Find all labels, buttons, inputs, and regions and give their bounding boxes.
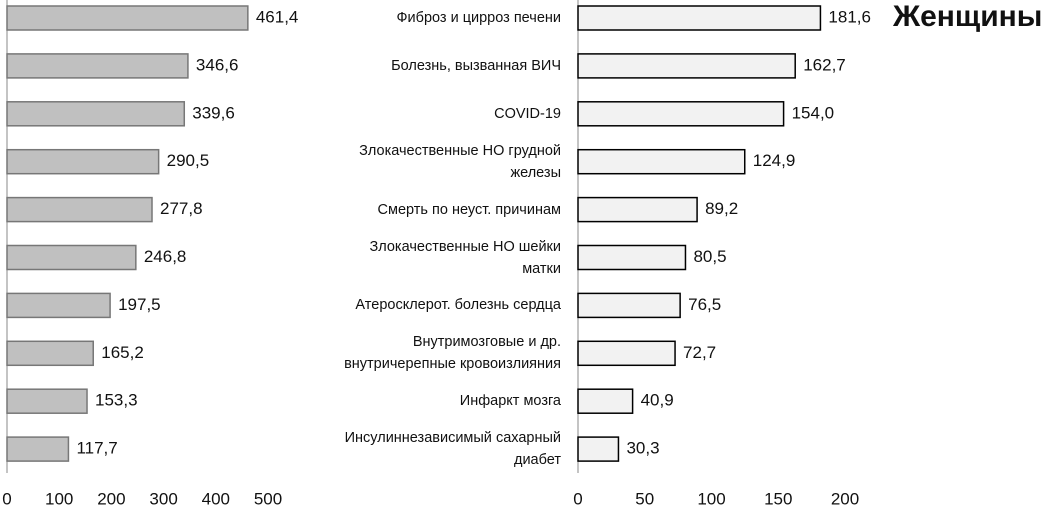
category-label: Инфаркт мозга bbox=[459, 393, 561, 410]
value-label: 117,7 bbox=[76, 439, 117, 458]
value-label: 461,4 bbox=[256, 7, 299, 26]
bar bbox=[6, 5, 249, 31]
bar bbox=[577, 196, 698, 223]
bar bbox=[577, 5, 822, 31]
value-label: 89,2 bbox=[705, 199, 738, 218]
x-tick-label: 100 bbox=[697, 489, 725, 508]
bar bbox=[6, 196, 153, 223]
bar bbox=[577, 340, 676, 367]
category-label: Смерть по неуст. причинам bbox=[377, 201, 561, 218]
value-label: 246,8 bbox=[144, 247, 187, 266]
value-label: 197,5 bbox=[118, 295, 161, 314]
value-label: 80,5 bbox=[693, 247, 726, 266]
value-label: 162,7 bbox=[803, 55, 846, 74]
value-label: 40,9 bbox=[641, 391, 674, 410]
value-label: 165,2 bbox=[101, 343, 144, 362]
value-label: 339,6 bbox=[192, 103, 235, 122]
value-label: 181,6 bbox=[828, 7, 871, 26]
x-tick-label: 200 bbox=[831, 489, 859, 508]
bar bbox=[577, 388, 634, 414]
bar bbox=[6, 53, 189, 79]
value-label: 30,3 bbox=[626, 439, 659, 458]
category-label: Внутримозговые и др. внутричерепные кров… bbox=[344, 334, 561, 373]
x-tick-label: 150 bbox=[764, 489, 792, 508]
bar bbox=[6, 101, 186, 127]
bar bbox=[6, 388, 88, 414]
category-label: Злокачественные НО грудной железы bbox=[359, 142, 561, 181]
category-label: Атеросклерот. болезнь сердца bbox=[355, 297, 561, 314]
x-tick-label: 0 bbox=[573, 489, 582, 508]
value-label: 346,6 bbox=[196, 55, 239, 74]
bar bbox=[577, 101, 785, 127]
bar bbox=[577, 244, 687, 271]
bar bbox=[577, 436, 620, 462]
bar bbox=[577, 53, 796, 79]
value-label: 277,8 bbox=[160, 199, 203, 218]
bar bbox=[6, 148, 160, 175]
value-label: 153,3 bbox=[95, 391, 138, 410]
bar bbox=[577, 292, 681, 319]
value-label: 124,9 bbox=[753, 151, 796, 170]
chart-title: Женщины bbox=[893, 0, 1043, 33]
bar bbox=[6, 340, 94, 367]
value-label: 154,0 bbox=[792, 103, 835, 122]
category-label: Болезнь, вызванная ВИЧ bbox=[391, 57, 561, 74]
x-tick-label: 400 bbox=[202, 489, 230, 508]
category-label: Фиброз и цирроз печени bbox=[396, 10, 561, 26]
category-label: Злокачественные НО шейки матки bbox=[369, 238, 561, 277]
x-tick-label: 0 bbox=[2, 489, 11, 508]
value-label: 76,5 bbox=[688, 295, 721, 314]
bar bbox=[6, 244, 137, 271]
category-label: Инсулиннезависимый сахарный диабет bbox=[344, 430, 561, 469]
x-tick-label: 500 bbox=[254, 489, 282, 508]
category-label: COVID-19 bbox=[494, 105, 561, 122]
x-tick-label: 50 bbox=[635, 489, 654, 508]
bar bbox=[577, 148, 746, 175]
x-tick-label: 100 bbox=[45, 489, 73, 508]
value-label: 290,5 bbox=[167, 151, 210, 170]
bar bbox=[6, 436, 70, 462]
bar bbox=[6, 292, 111, 319]
value-label: 72,7 bbox=[683, 343, 716, 362]
x-tick-label: 200 bbox=[97, 489, 125, 508]
x-tick-label: 300 bbox=[149, 489, 177, 508]
